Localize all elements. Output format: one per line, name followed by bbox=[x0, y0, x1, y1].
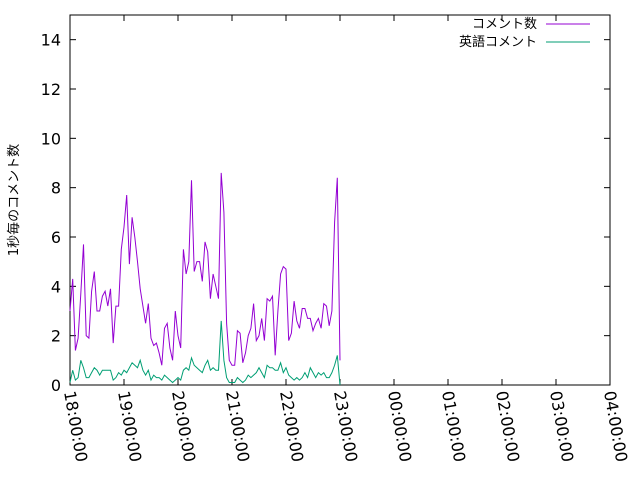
y-tick-label: 10 bbox=[41, 129, 61, 148]
y-tick-label: 6 bbox=[51, 228, 61, 247]
series-line-english-comments bbox=[69, 320, 341, 386]
y-tick-label: 8 bbox=[51, 179, 61, 198]
legend: コメント数 英語コメント bbox=[459, 17, 590, 50]
legend-label-english-comments: 英語コメント bbox=[459, 34, 537, 50]
series-line-comments bbox=[69, 172, 341, 366]
series-layer bbox=[69, 172, 341, 386]
y-tick-label: 12 bbox=[41, 80, 61, 99]
y-tick-label: 14 bbox=[41, 31, 61, 50]
legend-label-comments: コメント数 bbox=[472, 17, 537, 32]
y-tick-label: 2 bbox=[51, 327, 61, 346]
y-tick-label: 0 bbox=[51, 376, 61, 395]
y-axis-label: 1秒毎のコメント数 bbox=[6, 144, 22, 256]
y-tick-label: 4 bbox=[51, 277, 61, 296]
